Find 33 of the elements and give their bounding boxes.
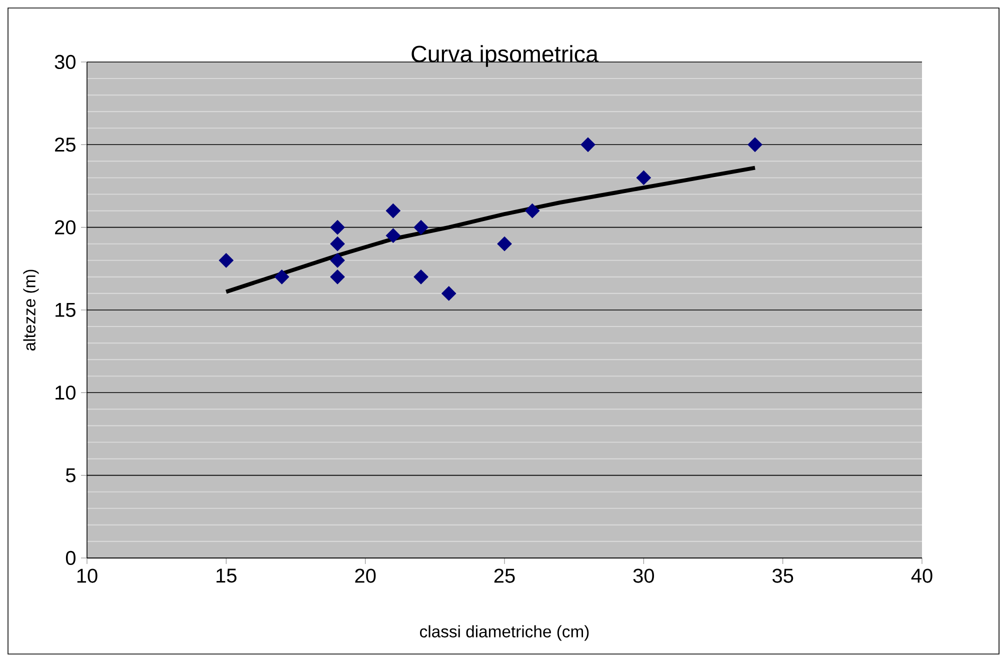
point: [330, 236, 345, 252]
point: [274, 270, 290, 284]
point: [218, 253, 234, 268]
point: [386, 203, 401, 218]
y-tick-label: 10: [56, 386, 76, 400]
point: [748, 137, 762, 152]
x-axis-title: classi diametriche (cm): [420, 625, 589, 641]
point: [636, 170, 652, 186]
y-tick-label: 25: [55, 138, 76, 152]
y-tick-label: 30: [54, 54, 76, 70]
x-tick-label: 25: [494, 568, 515, 583]
x-tick-label: 40: [911, 568, 932, 583]
y-tick-label: 20: [55, 220, 76, 234]
line-series: [224, 166, 758, 294]
point: [414, 270, 428, 284]
point: [414, 220, 428, 235]
y-axis-title: altezze (m): [23, 270, 39, 350]
y-tick-label: 0: [66, 550, 76, 566]
point: [330, 220, 345, 235]
point: [441, 286, 456, 301]
point: [580, 137, 596, 152]
y-tick-label: 5: [66, 468, 76, 482]
point: [330, 253, 345, 268]
x-tick-label: 20: [355, 568, 376, 583]
x-tick-label: 30: [633, 568, 654, 583]
point: [524, 203, 540, 218]
point: [497, 236, 512, 252]
x-tick-label: 10: [77, 568, 98, 583]
x-tick-label: 35: [772, 568, 794, 583]
x-tick-label: 15: [216, 568, 236, 583]
point: [330, 270, 345, 284]
point: [386, 228, 401, 243]
y-tick-label: 15: [56, 303, 76, 317]
